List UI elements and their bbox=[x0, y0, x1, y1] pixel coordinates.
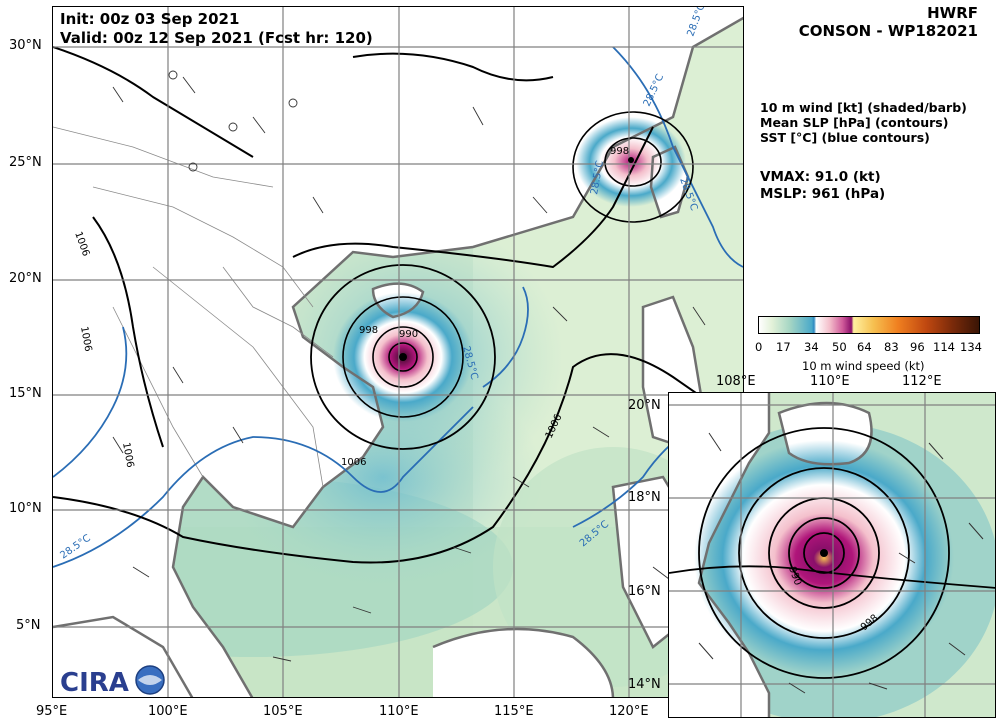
lat-label-30n: 30°N bbox=[9, 38, 42, 53]
lon-label-105e: 105°E bbox=[263, 704, 303, 719]
wind-speed-colorbar bbox=[758, 316, 980, 334]
inset-conson-center-marker bbox=[820, 549, 828, 557]
lat-label-5n: 5°N bbox=[16, 618, 41, 633]
inset-map[interactable]: 990 998 bbox=[668, 392, 996, 718]
inset-coastlines bbox=[697, 393, 873, 717]
contour-label-998-a: 998 bbox=[359, 325, 378, 336]
lat-label-10n: 10°N bbox=[9, 501, 42, 516]
conson-center-marker bbox=[399, 353, 407, 361]
colorbar-tick-134: 134 bbox=[960, 340, 982, 354]
init-time-label: Init: 00z 03 Sep 2021 bbox=[60, 10, 240, 28]
contour-label-1006-b: 1006 bbox=[78, 326, 93, 353]
lat-label-15n: 15°N bbox=[9, 386, 42, 401]
inset-wind-barbs bbox=[698, 432, 984, 694]
country-borders bbox=[53, 126, 334, 488]
colorbar-title: 10 m wind speed (kt) bbox=[802, 359, 925, 373]
northern-storm-center-marker bbox=[628, 157, 634, 163]
legend-slp: Mean SLP [hPa] (contours) bbox=[760, 115, 949, 130]
inset-lat-lon-grid bbox=[669, 393, 995, 717]
mainland-landmass bbox=[53, 7, 743, 697]
inset-lon-label-112e: 112°E bbox=[902, 374, 942, 389]
colorbar-tick-50: 50 bbox=[832, 340, 847, 354]
colorbar-tick-83: 83 bbox=[884, 340, 899, 354]
calm-wind-markers bbox=[168, 70, 298, 172]
colorbar-tick-64: 64 bbox=[857, 340, 872, 354]
inset-lat-label-14n: 14°N bbox=[628, 677, 661, 692]
borneo-landmass bbox=[433, 629, 613, 697]
inset-conson-wind-core bbox=[694, 440, 954, 676]
inset-lon-label-110e: 110°E bbox=[810, 374, 850, 389]
contour-label-1006-d: 1006 bbox=[341, 457, 366, 468]
inset-mainland bbox=[669, 393, 769, 717]
inset-lat-label-18n: 18°N bbox=[628, 490, 661, 505]
contour-label-998-b: 998 bbox=[610, 146, 629, 157]
colorbar-tick-34: 34 bbox=[804, 340, 819, 354]
legend-sst: SST [°C] (blue contours) bbox=[760, 130, 930, 145]
colorbar-tick-96: 96 bbox=[910, 340, 925, 354]
storm-title: CONSON - WP182021 bbox=[798, 22, 978, 40]
contour-label-990: 990 bbox=[399, 329, 418, 340]
inset-lat-label-20n: 20°N bbox=[628, 398, 661, 413]
lon-label-110e: 110°E bbox=[379, 704, 419, 719]
lon-label-100e: 100°E bbox=[148, 704, 188, 719]
lat-label-20n: 20°N bbox=[9, 271, 42, 286]
colorbar-tick-17: 17 bbox=[776, 340, 791, 354]
mslp-stat: MSLP: 961 (hPa) bbox=[760, 186, 886, 202]
lon-label-95e: 95°E bbox=[36, 704, 68, 719]
colorbar-tick-114: 114 bbox=[933, 340, 955, 354]
inset-lat-label-16n: 16°N bbox=[628, 584, 661, 599]
model-title: HWRF bbox=[927, 4, 978, 22]
main-map[interactable]: 1006 1006 1006 1006 1006 998 990 998 28.… bbox=[52, 6, 744, 698]
slp-contours bbox=[53, 46, 743, 564]
contour-label-1006-c: 1006 bbox=[120, 442, 135, 469]
vmax-stat: VMAX: 91.0 (kt) bbox=[760, 169, 881, 185]
colorbar-tick-0: 0 bbox=[755, 340, 763, 354]
lat-label-25n: 25°N bbox=[9, 155, 42, 170]
inset-lon-label-108e: 108°E bbox=[716, 374, 756, 389]
legend-wind: 10 m wind [kt] (shaded/barb) bbox=[760, 100, 967, 115]
wind-barbs bbox=[112, 76, 706, 662]
lat-lon-grid bbox=[53, 7, 743, 697]
lon-label-120e: 120°E bbox=[609, 704, 649, 719]
lon-label-115e: 115°E bbox=[494, 704, 534, 719]
cira-logo: CIRA bbox=[58, 662, 168, 698]
valid-time-label: Valid: 00z 12 Sep 2021 (Fcst hr: 120) bbox=[60, 29, 373, 47]
inset-map-canvas: 990 998 bbox=[669, 393, 995, 717]
cira-logo-text: CIRA bbox=[60, 668, 129, 698]
main-map-canvas: 1006 1006 1006 1006 1006 998 990 998 28.… bbox=[53, 7, 743, 697]
